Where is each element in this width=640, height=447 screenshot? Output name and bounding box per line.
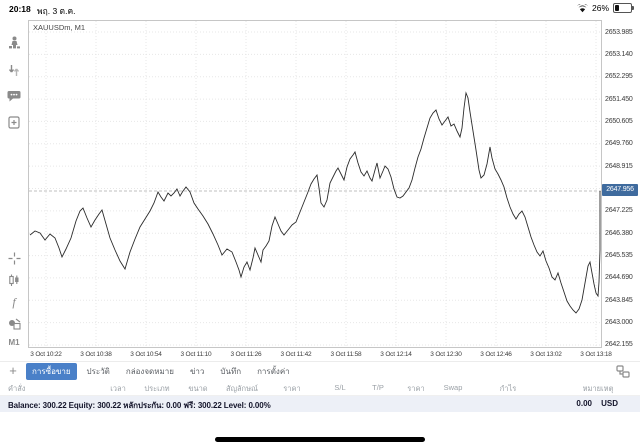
column-header: Swap: [443, 383, 463, 392]
column-header: กำไร: [499, 384, 517, 393]
time-tick-label: 3 Oct 10:54: [130, 351, 162, 358]
column-header: สัญลักษณ์: [225, 384, 259, 393]
account-summary-bar: Balance: 300.22 Equity: 300.22 หลักประกั…: [0, 396, 640, 412]
price-axis: 2653.985 2653.140 2652.295 2651.450 2650.605…: [602, 20, 640, 350]
status-indicators: 26%: [576, 3, 634, 13]
time-axis: 3 Oct 10:22 3 Oct 10:38 3 Oct 10:54 3 Oct 1…: [0, 349, 640, 361]
bottom-tab-bar: + การซื้อขาย ประวัติ กล่องจดหมาย ข่าว บันทึก…: [0, 361, 640, 380]
column-header: หมายเหตุ: [582, 384, 614, 393]
column-header: ขนาด: [188, 384, 208, 393]
time-tick-label: 3 Oct 11:58: [330, 351, 362, 358]
orders-table-header: คำสั่ง เวลา ประเภท ขนาด สัญลักษณ์ ราคา S/L T/P ร…: [0, 380, 640, 396]
crosshair-icon[interactable]: [0, 248, 28, 268]
status-bar: 20:18 พฤ. 3 ต.ค. 26%: [0, 0, 640, 18]
chart-panel[interactable]: [28, 20, 602, 348]
price-tick-label: 2653.985: [605, 28, 633, 36]
column-header: เวลา: [110, 384, 126, 393]
account-summary: Balance: 300.22 Equity: 300.22 หลักประกั…: [8, 401, 271, 410]
time-tick-label: 3 Oct 10:38: [80, 351, 112, 358]
price-tick-label: 2643.000: [605, 319, 633, 327]
time-tick-label: 3 Oct 13:18: [580, 351, 612, 358]
price-tick-label: 2649.760: [605, 140, 633, 148]
price-tick-label: 2647.225: [605, 207, 633, 215]
tab-journal[interactable]: บันทึก: [220, 366, 242, 376]
tab-mailbox[interactable]: กล่องจดหมาย: [125, 366, 174, 376]
profit-currency: USD: [601, 399, 618, 408]
column-header: คำสั่ง: [8, 384, 26, 393]
status-date: พฤ. 3 ต.ค.: [37, 6, 76, 16]
price-tick-label: 2644.690: [605, 274, 633, 282]
column-header: ราคา: [283, 384, 301, 393]
time-tick-label: 3 Oct 12:30: [430, 351, 462, 358]
time-tick-label: 3 Oct 12:46: [480, 351, 512, 358]
profit-value: 0.00: [576, 399, 592, 408]
time-tick-label: 3 Oct 12:14: [380, 351, 412, 358]
current-price-badge: 2647.956: [602, 184, 638, 196]
price-tick-label: 2646.380: [605, 229, 633, 237]
price-tick-label: 2648.915: [605, 162, 633, 170]
chat-icon[interactable]: [0, 86, 28, 106]
column-header: ราคา: [407, 384, 425, 393]
time-tick-label: 3 Oct 13:02: [530, 351, 562, 358]
time-tick-label: 3 Oct 10:22: [30, 351, 62, 358]
trade-arrows-icon[interactable]: [0, 60, 28, 80]
column-header: S/L: [334, 383, 346, 392]
price-tick-label: 2645.535: [605, 252, 633, 260]
price-tick-label: 2650.605: [605, 117, 633, 125]
price-tick-label: 2643.845: [605, 296, 633, 304]
time-tick-label: 3 Oct 11:26: [230, 351, 262, 358]
new-order-icon[interactable]: [0, 112, 28, 132]
wifi-icon: [576, 3, 588, 13]
battery-icon: [613, 3, 634, 13]
candlestick-icon[interactable]: [0, 270, 28, 290]
chart-symbol-label: XAUUSDm, M1: [33, 23, 86, 32]
column-header: T/P: [372, 383, 384, 392]
price-tick-label: 2653.140: [605, 50, 633, 58]
timeframe-button[interactable]: M1: [8, 338, 20, 347]
window-layout-icon[interactable]: [616, 365, 630, 378]
add-button[interactable]: +: [9, 363, 17, 378]
time-tick-label: 3 Oct 11:10: [180, 351, 212, 358]
price-line-series: [29, 91, 601, 314]
tab-history[interactable]: ประวัติ: [86, 366, 110, 376]
price-tick-label: 2642.155: [605, 341, 633, 349]
tab-settings[interactable]: การตั้งค่า: [257, 366, 290, 376]
time-tick-label: 3 Oct 11:42: [280, 351, 312, 358]
price-tick-label: 2652.295: [605, 73, 633, 81]
clock: 20:18: [9, 4, 31, 14]
tab-news[interactable]: ข่าว: [189, 366, 205, 376]
price-chart[interactable]: [28, 20, 602, 348]
battery-percent: 26%: [591, 3, 609, 13]
objects-icon[interactable]: [0, 314, 28, 334]
home-indicator[interactable]: [215, 437, 425, 442]
left-toolbar: f M1: [0, 18, 28, 378]
indicators-icon[interactable]: f: [12, 294, 16, 309]
column-header: ประเภท: [144, 384, 170, 393]
tabs: การซื้อขาย ประวัติ กล่องจดหมาย ข่าว บันทึก กา…: [26, 362, 296, 380]
tab-trade[interactable]: การซื้อขาย: [26, 362, 77, 380]
price-tick-label: 2651.450: [605, 95, 633, 103]
quotes-icon[interactable]: [0, 32, 28, 52]
